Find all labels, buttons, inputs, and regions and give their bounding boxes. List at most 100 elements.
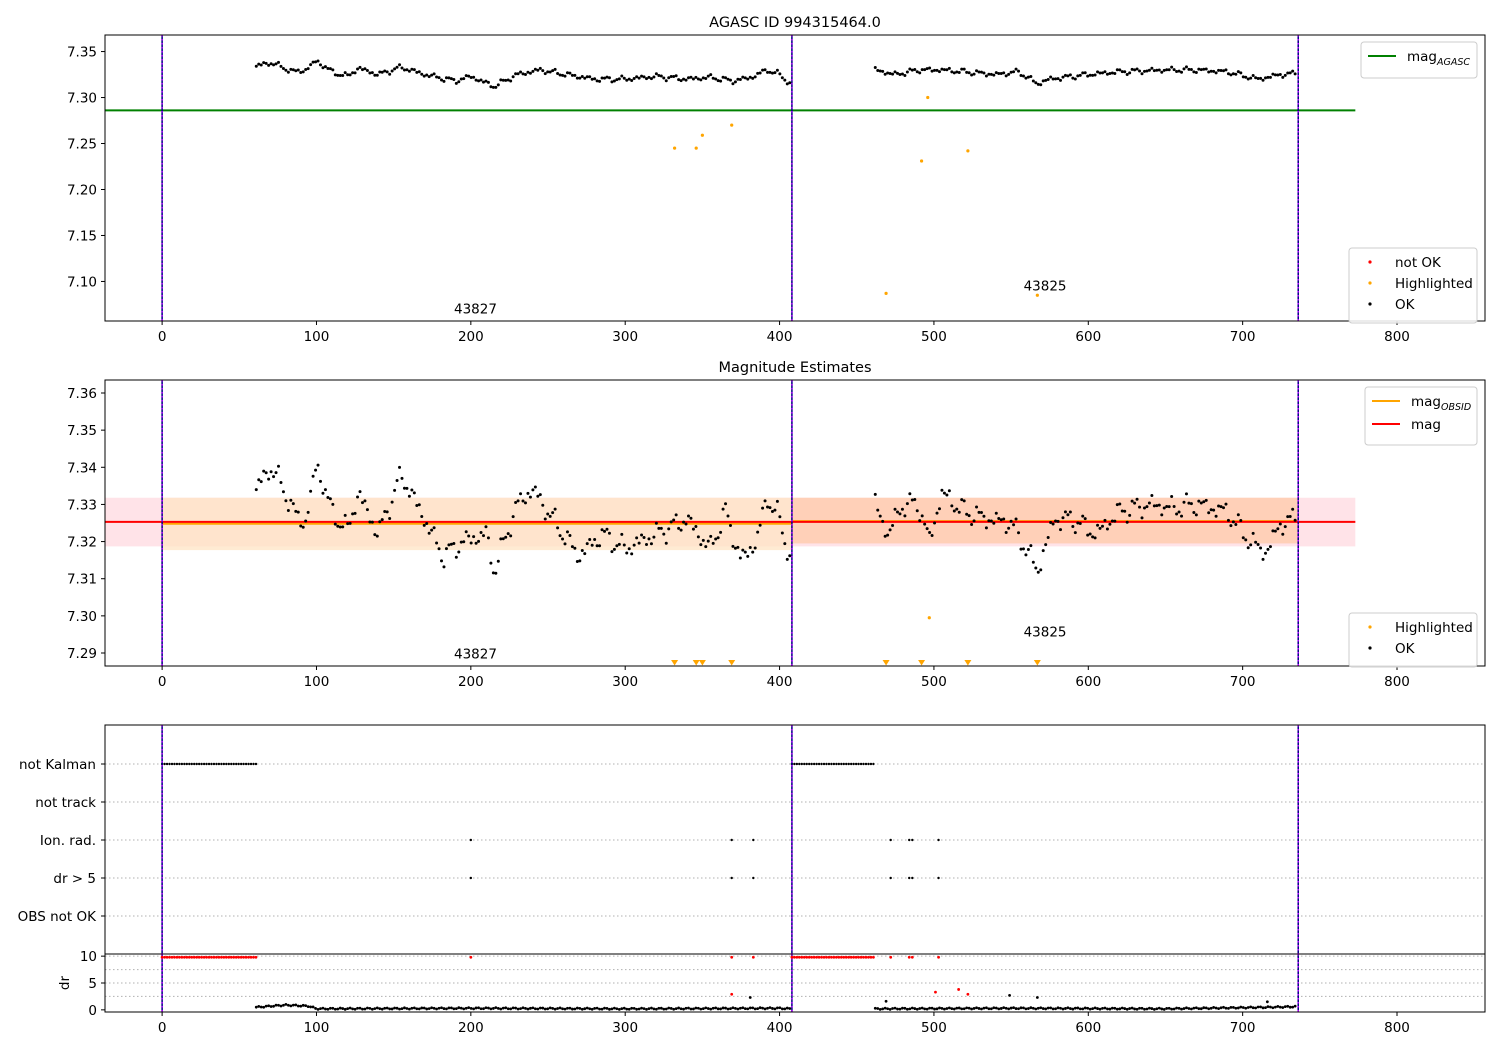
ok-point [277,60,281,64]
dr-point [282,1003,285,1007]
ok-point [1004,530,1008,534]
ok-point [778,72,782,76]
dr-point [627,1007,631,1011]
ok-point [1091,535,1095,539]
dr-point [945,1007,949,1010]
dr-high-point [805,955,809,959]
ok-point [1115,68,1119,72]
dr-point [1209,1006,1213,1010]
ok-point [898,72,902,76]
ok-point [548,514,552,518]
ok-point [957,510,961,514]
ok-point [630,79,634,83]
dr-point [603,1006,606,1010]
dr-point [1106,1007,1109,1011]
dr-point [533,1007,537,1011]
ok-point [479,530,483,534]
ok-point [1268,545,1272,549]
dr-high-point [224,955,228,959]
ok-point [435,75,439,79]
dr-high-point [810,955,814,959]
ok-point [962,67,966,71]
ok-point [977,510,981,514]
flag-point [820,762,823,766]
dr-point [1101,1006,1104,1010]
ok-point [551,511,555,515]
ok-point [481,80,485,84]
flag-point [800,762,803,766]
ok-point [1108,71,1112,75]
dr-point [1276,1005,1280,1008]
ok-point [1152,69,1156,73]
ok-point [923,68,927,72]
ok-point [548,70,552,74]
dr-point [920,1006,924,1010]
ok-point [338,74,342,78]
ok-point [662,532,666,536]
ok-point [672,75,676,79]
dr-point [264,1004,268,1008]
ok-point [425,73,429,77]
ok-point [1145,505,1149,509]
dr-point [975,1006,978,1010]
dr-point [442,1007,446,1010]
ok-point [1071,524,1075,528]
x-tick-label: 400 [767,674,793,690]
ok-point [388,72,392,76]
ok-point [684,78,688,82]
ok-point [1125,520,1129,524]
ok-point [925,67,929,71]
ok-point [267,63,271,67]
dr-point [496,1006,500,1010]
dr-axis-label: dr [57,975,73,990]
dr-point [1135,1007,1139,1011]
y-tick-label: 7.30 [67,609,97,625]
ok-point [400,66,404,70]
ok-point [667,76,671,80]
flag-point [173,762,176,766]
dr-high-point [869,955,873,959]
ok-point [682,520,686,524]
ok-point [385,510,389,514]
ok-point [506,78,510,82]
flag-point [889,876,892,880]
ok-point [888,528,892,532]
ok-point [1180,514,1184,518]
ok-point [905,502,909,506]
dr-point [645,1007,648,1011]
dr-point [506,1007,510,1011]
ok-point [442,79,446,83]
dr-point [1081,1007,1085,1011]
ok-point [588,75,592,79]
ok-point [1229,524,1233,528]
ok-point [1273,529,1277,533]
offscale-marker [671,660,679,666]
dr-point [1222,1005,1225,1009]
ok-point [1219,68,1223,72]
ok-point [1194,513,1198,517]
dr-high-point [792,955,796,959]
dr-point [541,1006,545,1010]
dr-point [903,1006,907,1010]
dr-point [553,1007,557,1011]
ok-point [1182,500,1186,504]
ok-point [704,545,708,549]
dr-point [388,1007,392,1011]
ok-point [645,543,649,547]
panel2-frame [104,379,1486,667]
ok-point [365,508,369,512]
dr-point [1096,1007,1099,1010]
ok-point [649,542,653,546]
dr-point [262,1005,266,1009]
dr-point [1227,1006,1230,1010]
dr-point [1281,1006,1285,1009]
dr-point [464,1006,468,1010]
ok-point [1197,67,1201,71]
ok-point [363,67,367,71]
ok-point [1014,517,1018,521]
dr-high-point [190,955,194,959]
flag-row-label: dr > 5 [53,871,96,887]
ok-point [422,523,426,527]
ok-point [1049,75,1053,79]
dr-point [773,1007,777,1011]
